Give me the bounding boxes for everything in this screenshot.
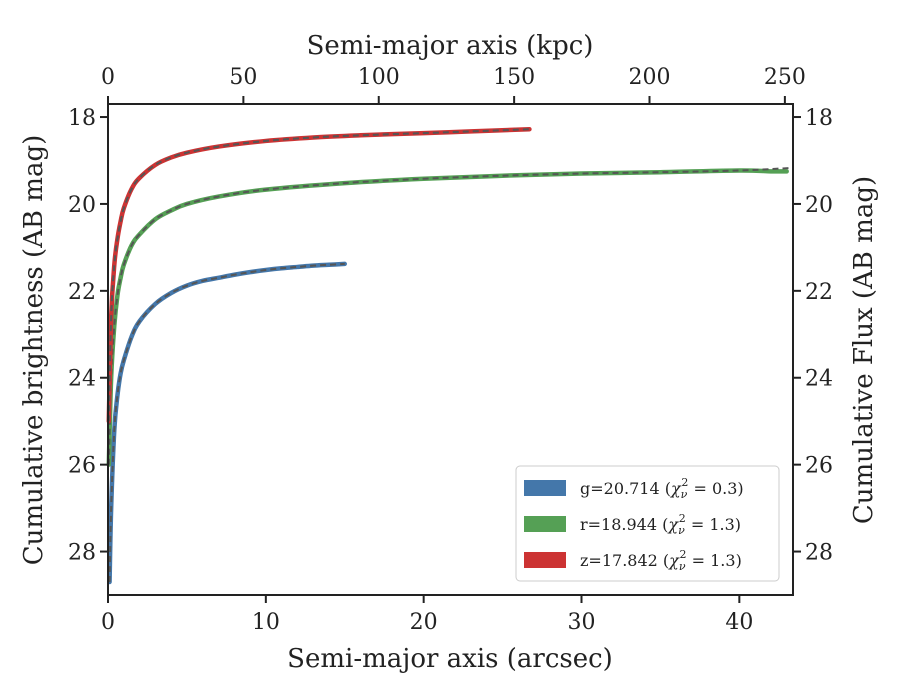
top-x-tick-label: 0 [101, 65, 115, 90]
legend-box [515, 465, 780, 582]
left-y-ticks: 18 20 22 24 26 28 [68, 106, 108, 566]
plot-frame [107, 103, 794, 596]
legend-swatch-g [524, 480, 566, 496]
legend-label-g: g=20.714 (χν2 = 0.3) [580, 476, 744, 501]
top-x-ticks: 0 50 100 150 200 250 [101, 65, 806, 104]
series-line-z [106, 126, 532, 424]
y-tick-label: 26 [68, 454, 96, 479]
y-tick-label: 18 [68, 106, 96, 131]
right-y-tick-label: 22 [805, 280, 833, 305]
x-tick-label: 20 [410, 610, 438, 635]
x-axis-title: Semi-major axis (arcsec) [287, 644, 613, 674]
legend: g=20.714 (χν2 = 0.3) r=18.944 (χν2 = 1.3)… [515, 465, 780, 582]
y-axis-title: Cumulative brightness (AB mag) [19, 135, 49, 566]
top-x-axis-title: Semi-major axis (kpc) [307, 31, 594, 61]
legend-swatch-z [524, 552, 566, 568]
top-x-tick-label: 200 [629, 65, 671, 90]
top-x-tick-label: 250 [764, 65, 806, 90]
top-x-tick-label: 150 [493, 65, 535, 90]
x-tick-label: 0 [101, 610, 115, 635]
bottom-x-ticks: 0 10 20 30 40 [101, 595, 753, 635]
model-line-r [107, 166, 794, 465]
right-y-axis-title: Cumulative Flux (AB mag) [849, 176, 879, 524]
right-y-ticks: 18 20 22 24 26 28 [793, 106, 833, 566]
series-line-r [106, 168, 789, 467]
x-tick-label: 10 [252, 610, 280, 635]
y-tick-label: 20 [68, 193, 96, 218]
series-line-g [107, 261, 347, 585]
right-y-tick-label: 28 [805, 541, 833, 566]
legend-label-z: z=17.842 (χν2 = 1.3) [580, 548, 742, 573]
right-y-tick-label: 26 [805, 454, 833, 479]
model-line-z [107, 128, 530, 422]
y-tick-label: 24 [68, 367, 96, 392]
x-tick-label: 40 [725, 610, 753, 635]
x-tick-label: 30 [568, 610, 596, 635]
top-x-tick-label: 100 [358, 65, 400, 90]
right-y-tick-label: 24 [805, 367, 833, 392]
right-y-tick-label: 18 [805, 106, 833, 131]
y-tick-label: 28 [68, 541, 96, 566]
top-x-tick-label: 50 [229, 65, 257, 90]
right-y-tick-label: 20 [805, 193, 833, 218]
plot-lines [106, 126, 794, 585]
legend-swatch-r [524, 516, 566, 532]
y-tick-label: 22 [68, 280, 96, 305]
legend-label-r: r=18.944 (χν2 = 1.3) [580, 512, 741, 537]
model-line-g [108, 262, 345, 582]
